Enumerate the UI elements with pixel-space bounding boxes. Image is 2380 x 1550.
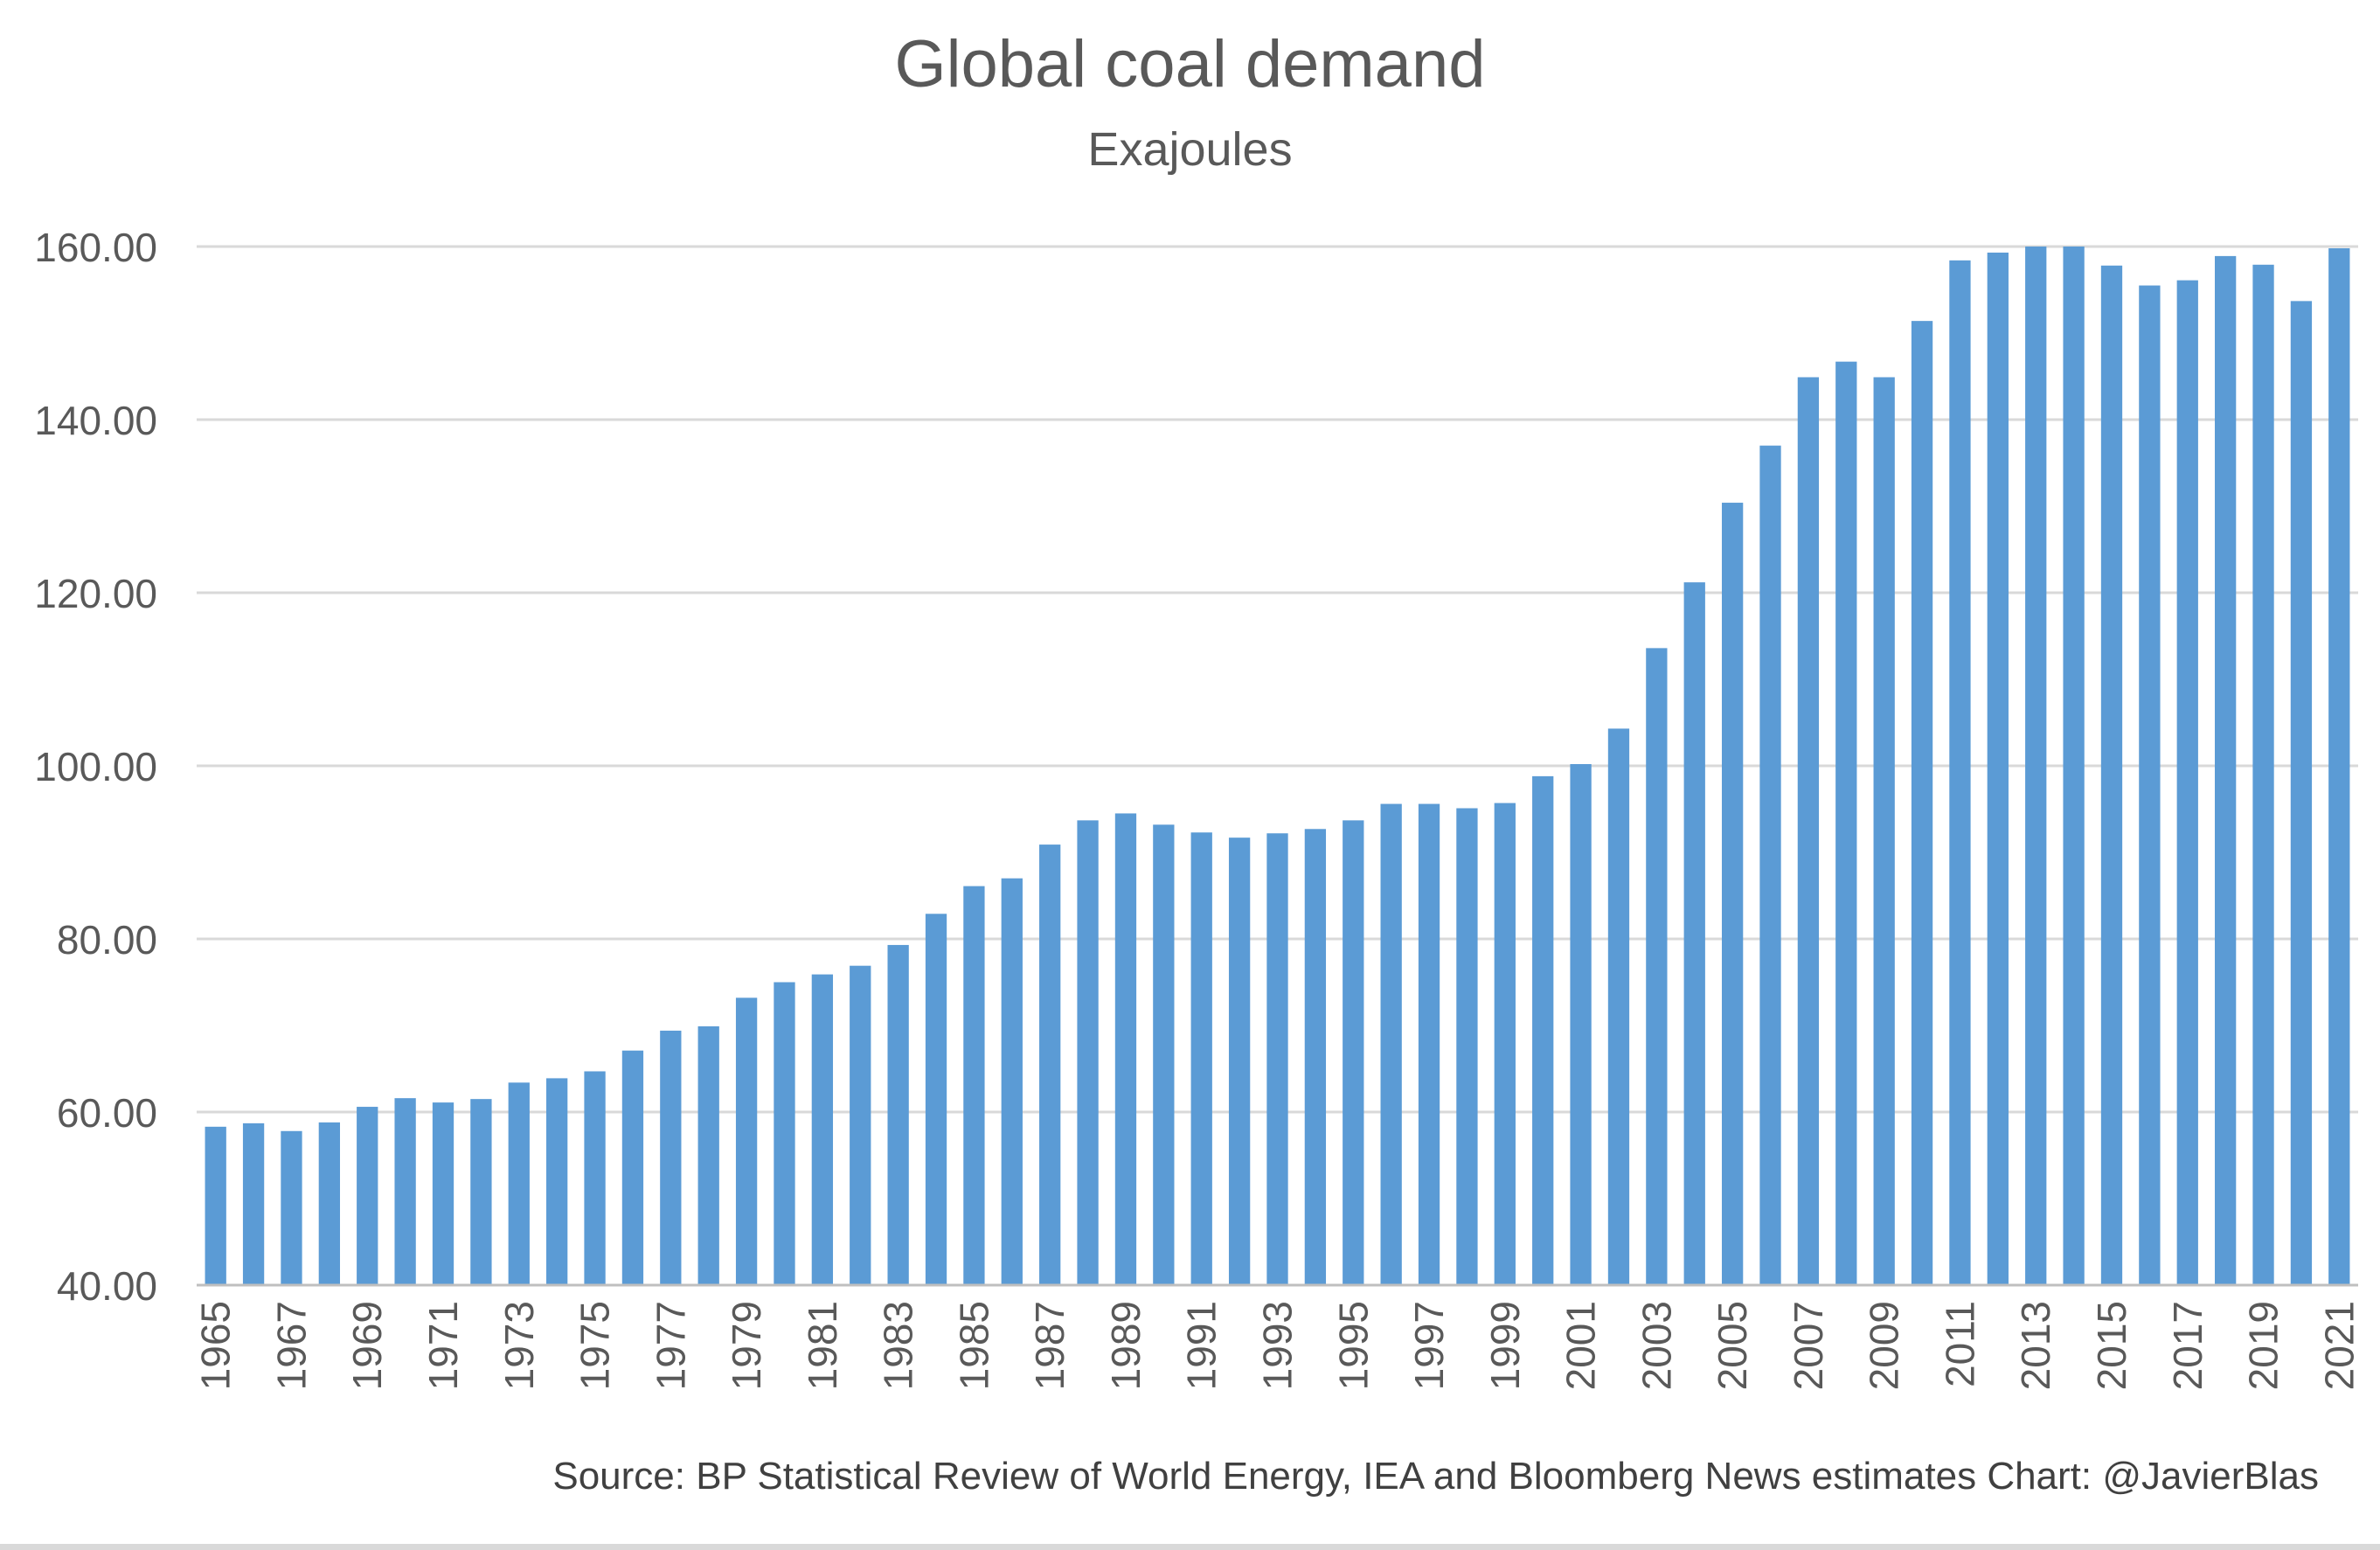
x-tick-label: 1973: [496, 1301, 542, 1390]
bar: [1911, 321, 1933, 1285]
x-tick-label: 2015: [2089, 1301, 2134, 1390]
y-tick-label: 120.00: [34, 571, 157, 616]
bar: [1153, 824, 1175, 1285]
bar: [811, 974, 834, 1285]
bar: [850, 965, 871, 1285]
x-tick-label: 1987: [1027, 1301, 1072, 1390]
bar: [1570, 764, 1592, 1285]
y-tick-label: 80.00: [57, 917, 157, 963]
bar: [774, 982, 795, 1285]
x-tick-label: 2017: [2165, 1301, 2210, 1390]
x-tick-label: 2021: [2316, 1301, 2362, 1390]
bar: [1456, 808, 1478, 1285]
y-tick-label: 40.00: [57, 1263, 157, 1309]
x-tick-label: 1977: [648, 1301, 693, 1390]
x-tick-label: 2011: [1937, 1301, 1982, 1387]
bar: [1949, 260, 1971, 1286]
bar: [1304, 829, 1327, 1285]
source-note: Source: BP Statistical Review of World E…: [552, 1455, 2319, 1498]
bar: [242, 1123, 265, 1285]
bar: [963, 886, 985, 1285]
bar: [1873, 377, 1895, 1285]
chart-subtitle: Exajoules: [1087, 123, 1293, 176]
x-tick-label: 1979: [724, 1301, 769, 1390]
x-tick-label: 2001: [1558, 1301, 1604, 1390]
bar: [584, 1071, 606, 1285]
y-tick-label: 160.00: [34, 225, 157, 270]
bar: [2290, 301, 2313, 1285]
bar: [1114, 813, 1137, 1285]
bar: [1797, 377, 1820, 1285]
x-tick-label: 1993: [1255, 1301, 1301, 1390]
chart-title: Global coal demand: [894, 27, 1486, 101]
bar: [1759, 445, 1781, 1285]
y-tick-label: 140.00: [34, 398, 157, 443]
bar: [1343, 820, 1364, 1285]
bar: [2063, 247, 2085, 1285]
x-tick-label: 1969: [344, 1301, 390, 1390]
x-tick-label: 1965: [193, 1301, 239, 1390]
x-tick-label: 2013: [2013, 1301, 2058, 1390]
bar: [1228, 838, 1251, 1285]
bar: [1987, 252, 2009, 1286]
bar: [1266, 833, 1288, 1285]
bar: [1607, 728, 1630, 1285]
bar: [1039, 845, 1061, 1285]
bar: [1835, 361, 1857, 1285]
bar: [205, 1126, 226, 1285]
bar: [1077, 820, 1099, 1285]
x-tick-label: 2003: [1634, 1301, 1679, 1390]
x-tick-label: 1997: [1406, 1301, 1452, 1390]
x-tick-label: 1989: [1103, 1301, 1148, 1390]
bar: [2252, 264, 2274, 1285]
bar: [1683, 582, 1705, 1285]
bar: [2328, 247, 2350, 1286]
bar: [621, 1050, 644, 1285]
bar: [1494, 803, 1516, 1285]
bar: [546, 1078, 568, 1285]
x-tick-label: 1981: [800, 1301, 845, 1390]
y-tick-label: 100.00: [34, 744, 157, 789]
bar: [1380, 803, 1402, 1285]
bar: [281, 1130, 302, 1285]
bar: [1418, 803, 1440, 1285]
bar: [1646, 648, 1668, 1285]
x-tick-label: 1967: [268, 1301, 314, 1390]
x-tick-label: 1971: [420, 1301, 466, 1390]
bar: [660, 1030, 682, 1285]
bar: [2025, 247, 2047, 1285]
bar: [925, 914, 947, 1285]
x-tick-label: 1991: [1179, 1301, 1225, 1390]
x-tick-label: 1999: [1482, 1301, 1528, 1390]
bar: [1001, 878, 1023, 1285]
bar: [735, 997, 758, 1285]
x-tick-label: 2019: [2241, 1301, 2286, 1390]
bar: [318, 1122, 340, 1285]
x-tick-label: 1995: [1330, 1301, 1376, 1390]
x-tick-label: 2009: [1862, 1301, 1907, 1390]
bar: [508, 1082, 530, 1285]
x-tick-label: 1983: [876, 1301, 921, 1390]
bar: [1721, 503, 1744, 1285]
bar: [2215, 255, 2237, 1285]
x-tick-label: 1985: [951, 1301, 996, 1390]
bar: [1532, 775, 1554, 1285]
bar: [2139, 285, 2161, 1285]
bottom-divider: [0, 1544, 2380, 1550]
bar: [1190, 832, 1212, 1285]
y-tick-label: 60.00: [57, 1090, 157, 1136]
bar: [470, 1099, 492, 1285]
bar: [887, 944, 909, 1285]
bar: [357, 1107, 378, 1285]
bar: [2176, 280, 2198, 1285]
bar: [394, 1098, 416, 1285]
x-tick-label: 2007: [1786, 1301, 1831, 1390]
bar: [2100, 265, 2123, 1285]
x-tick-label: 2005: [1710, 1301, 1755, 1390]
bar: [432, 1102, 454, 1285]
x-tick-label: 1975: [572, 1301, 618, 1390]
bar: [697, 1025, 719, 1285]
